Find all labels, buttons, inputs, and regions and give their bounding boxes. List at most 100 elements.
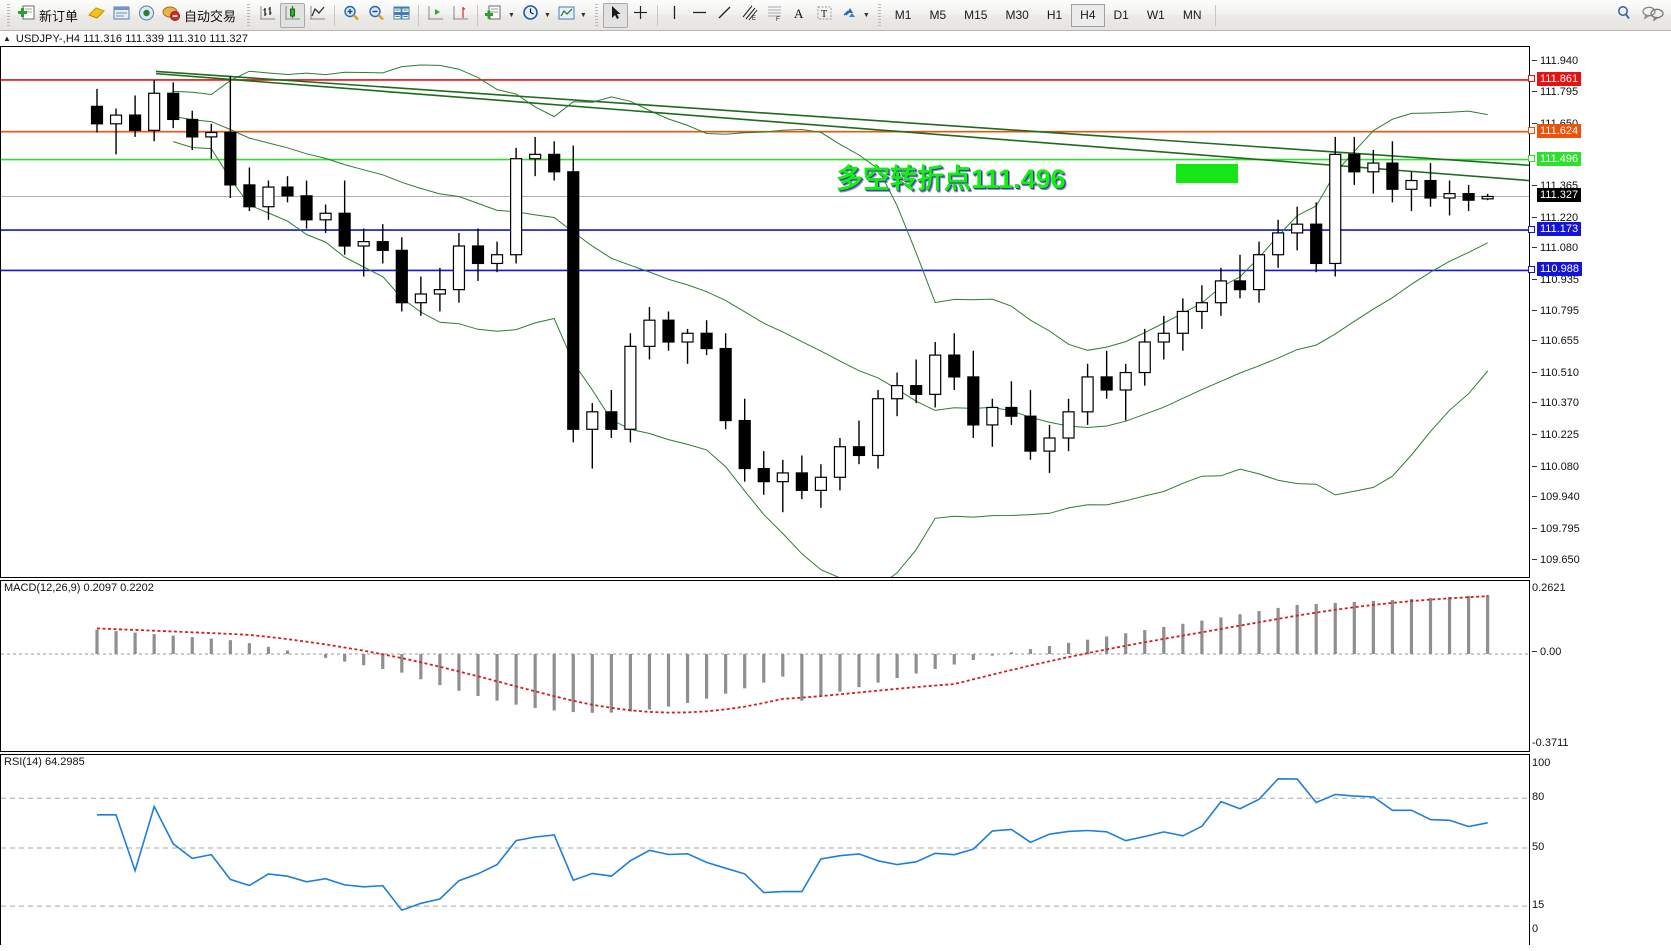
navigator-button[interactable] bbox=[134, 3, 159, 28]
svg-text:F: F bbox=[776, 17, 780, 22]
chart-annotation-text[interactable]: 多空转折点111.496 bbox=[836, 164, 1066, 194]
timeframe-m5[interactable]: M5 bbox=[929, 8, 947, 22]
macd-scale[interactable]: 0.2621 0.00 -0.3711 bbox=[1532, 580, 1671, 752]
template-chart-icon bbox=[557, 4, 576, 27]
toolbar-grip-4[interactable] bbox=[875, 4, 883, 26]
candlestick-chart-button[interactable] bbox=[280, 2, 306, 28]
price-tick: 111.220 bbox=[1532, 212, 1578, 224]
price-level-tag[interactable]: 111.327 bbox=[1537, 188, 1582, 203]
price-tick: 111.080 bbox=[1532, 242, 1578, 254]
macd-tick: 0.00 bbox=[1532, 646, 1561, 658]
trendline-icon bbox=[715, 4, 734, 27]
collapse-arrow-icon[interactable]: ▲ bbox=[3, 34, 11, 43]
rsi-tick: 50 bbox=[1532, 841, 1545, 853]
vertical-line-button[interactable] bbox=[662, 3, 687, 28]
navigator-icon bbox=[137, 4, 156, 27]
fibonacci-button[interactable]: F bbox=[762, 3, 787, 28]
auto-scroll-button[interactable] bbox=[448, 3, 473, 28]
chart-shift-button[interactable] bbox=[423, 3, 448, 28]
shapes-icon bbox=[840, 4, 859, 27]
rsi-tick: 80 bbox=[1532, 791, 1545, 803]
new-order-label: 新订单 bbox=[39, 8, 79, 24]
price-level-tag[interactable]: 111.496 bbox=[1537, 151, 1582, 166]
price-tick: 111.940 bbox=[1532, 55, 1578, 67]
rsi-scale[interactable]: 100 80 50 15 0 bbox=[1532, 754, 1671, 951]
toolbar-grip-3[interactable] bbox=[592, 4, 600, 26]
chevron-down-icon-3[interactable]: ▼ bbox=[579, 11, 587, 19]
chart-workspace: ▲ USDJPY-,H4 111.316 111.339 111.310 111… bbox=[0, 31, 1671, 951]
timeframe-mn[interactable]: MN bbox=[1182, 8, 1202, 22]
add-indicator-button[interactable]: ▼ bbox=[482, 3, 518, 28]
cursor-button[interactable] bbox=[602, 2, 628, 28]
macd-pane[interactable]: MACD(12,26,9) 0.2097 0.2202 bbox=[0, 580, 1530, 752]
zoom-in-button[interactable] bbox=[339, 3, 364, 28]
bar-chart-button[interactable] bbox=[255, 3, 280, 28]
templates-icon bbox=[87, 4, 106, 27]
timeframe-h1[interactable]: H1 bbox=[1046, 8, 1063, 22]
rsi-tick: 0 bbox=[1532, 923, 1539, 935]
text-label-button[interactable]: T bbox=[812, 3, 837, 28]
timeframe-d1[interactable]: D1 bbox=[1113, 8, 1129, 22]
data-window-icon bbox=[112, 4, 131, 27]
level-handle[interactable] bbox=[1528, 75, 1535, 83]
toolbar-separator-2 bbox=[418, 4, 420, 26]
horizontal-line-button[interactable] bbox=[687, 3, 712, 28]
price-level-tag[interactable]: 111.173 bbox=[1537, 222, 1582, 237]
timeframe-m15[interactable]: M15 bbox=[964, 8, 988, 22]
data-window-button[interactable] bbox=[109, 3, 134, 28]
timeframe-h4[interactable]: H4 bbox=[1071, 3, 1105, 27]
level-handle[interactable] bbox=[1528, 127, 1535, 135]
price-tick: 109.795 bbox=[1532, 523, 1580, 535]
bar-chart-icon bbox=[258, 4, 277, 27]
chevron-down-icon[interactable]: ▼ bbox=[508, 11, 515, 19]
level-handle[interactable] bbox=[1528, 225, 1535, 233]
highlight-rectangle[interactable] bbox=[1176, 164, 1238, 183]
price-tick: 110.370 bbox=[1532, 397, 1579, 409]
rsi-tick: 100 bbox=[1532, 757, 1551, 769]
line-chart-icon bbox=[308, 4, 327, 27]
chevron-down-icon-2[interactable]: ▼ bbox=[543, 11, 551, 19]
search-icon[interactable] bbox=[1615, 4, 1633, 27]
price-level-tag[interactable]: 110.988 bbox=[1537, 262, 1582, 277]
shapes-button[interactable]: ▼ bbox=[837, 3, 873, 28]
vertical-line-icon bbox=[667, 4, 682, 27]
symbol-ohlc-text: USDJPY-,H4 111.316 111.339 111.310 111.3… bbox=[15, 32, 249, 45]
timeframe-w1[interactable]: W1 bbox=[1146, 8, 1165, 22]
timeframe-m1[interactable]: M1 bbox=[894, 8, 912, 22]
svg-text:T: T bbox=[821, 9, 827, 20]
templates-button[interactable] bbox=[84, 3, 109, 28]
text-button[interactable]: A bbox=[787, 3, 812, 28]
price-level-tag[interactable]: 111.624 bbox=[1537, 123, 1582, 138]
price-level-tag[interactable]: 111.861 bbox=[1537, 71, 1582, 86]
level-handle[interactable] bbox=[1528, 155, 1535, 163]
auto-trading-icon bbox=[162, 4, 181, 27]
zoom-out-button[interactable] bbox=[364, 3, 389, 28]
macd-tick: -0.3711 bbox=[1532, 737, 1569, 749]
toolbar-separator-4 bbox=[656, 4, 658, 26]
tile-windows-button[interactable] bbox=[389, 3, 414, 28]
timeframe-m30[interactable]: M30 bbox=[1005, 8, 1029, 22]
crosshair-button[interactable] bbox=[628, 3, 653, 28]
toolbar-grip[interactable] bbox=[5, 4, 12, 26]
fibonacci-icon: F bbox=[765, 4, 784, 27]
auto-trading-button[interactable]: 自动交易 bbox=[159, 3, 242, 28]
line-chart-button[interactable] bbox=[305, 3, 330, 28]
clock-icon bbox=[521, 4, 540, 27]
chevron-down-icon-4[interactable]: ▼ bbox=[862, 11, 870, 19]
trendline-button[interactable] bbox=[712, 3, 737, 28]
rsi-pane[interactable]: RSI(14) 64.2985 bbox=[0, 754, 1530, 951]
toolbar-separator-5 bbox=[1214, 4, 1216, 26]
templates-dropdown-button[interactable]: ▼ bbox=[554, 3, 590, 28]
price-scale[interactable]: 111.940111.795111.650111.365111.220111.0… bbox=[1528, 46, 1671, 578]
toolbar-separator-1 bbox=[334, 4, 336, 26]
equidistant-channel-button[interactable]: E bbox=[737, 3, 762, 28]
macd-chart-svg bbox=[1, 594, 1529, 714]
level-handle[interactable] bbox=[1528, 265, 1535, 273]
toolbar-separator-3 bbox=[477, 4, 479, 26]
period-button[interactable]: ▼ bbox=[518, 3, 554, 28]
chat-icon[interactable] bbox=[1641, 4, 1665, 27]
price-pane[interactable] bbox=[0, 46, 1530, 578]
macd-label: MACD(12,26,9) 0.2097 0.2202 bbox=[4, 582, 154, 594]
toolbar-grip-2[interactable] bbox=[245, 4, 253, 26]
new-order-button[interactable]: 新订单 bbox=[15, 3, 84, 28]
